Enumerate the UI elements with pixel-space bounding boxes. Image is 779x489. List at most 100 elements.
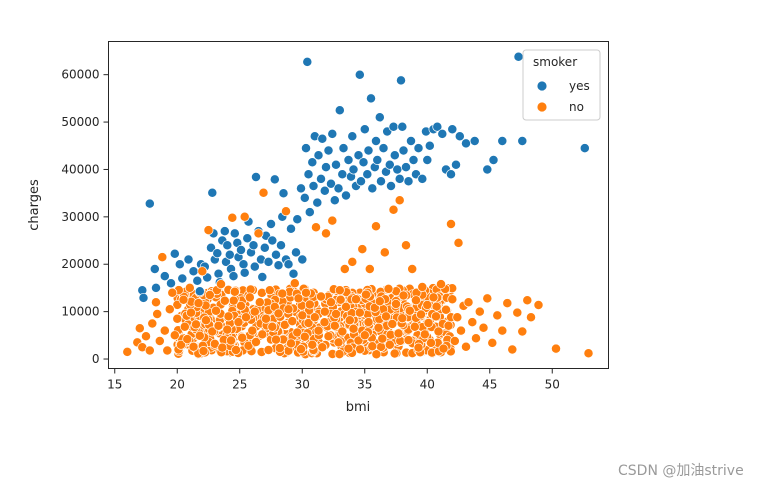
data-point-yes — [219, 226, 230, 237]
data-point-no — [193, 298, 204, 309]
data-point-yes — [337, 169, 348, 180]
data-point-no — [311, 222, 321, 233]
data-point-no — [416, 309, 426, 320]
data-point-no — [417, 282, 428, 292]
data-point-no — [374, 296, 385, 307]
data-point-no — [517, 326, 528, 337]
data-point-yes — [257, 272, 268, 282]
data-point-no — [167, 287, 178, 298]
data-point-no — [474, 306, 485, 317]
data-point-no — [431, 311, 441, 322]
data-point-no — [147, 318, 158, 329]
data-point-yes — [302, 56, 313, 67]
data-point-yes — [283, 259, 294, 270]
data-point-no — [334, 349, 345, 360]
data-point-no — [151, 297, 161, 308]
data-point-yes — [376, 176, 386, 187]
data-point-yes — [403, 176, 414, 187]
data-point-yes — [347, 131, 358, 142]
data-point-yes — [269, 174, 280, 185]
data-point-yes — [343, 155, 354, 165]
data-point-no — [287, 316, 298, 327]
data-point-no — [203, 225, 214, 236]
data-point-no — [394, 195, 405, 206]
data-point-no — [191, 319, 201, 330]
data-point-no — [227, 212, 238, 223]
data-point-yes — [251, 172, 261, 182]
data-point-no — [222, 324, 233, 335]
data-point-yes — [174, 259, 185, 270]
y-tick-label: 40000 — [61, 162, 99, 176]
data-point-yes — [497, 136, 508, 146]
data-point-no — [316, 291, 326, 302]
data-point-yes — [392, 164, 403, 175]
data-point-no — [461, 341, 471, 352]
data-point-no — [426, 337, 436, 348]
data-point-no — [233, 317, 244, 328]
data-point-no — [226, 335, 236, 346]
data-point-no — [384, 339, 395, 350]
data-point-no — [443, 320, 454, 331]
data-point-no — [198, 346, 209, 356]
data-point-yes — [359, 124, 370, 135]
data-point-no — [277, 288, 288, 299]
data-point-yes — [299, 192, 310, 203]
data-point-no — [339, 264, 350, 274]
data-point-no — [388, 204, 399, 215]
data-point-yes — [307, 157, 318, 168]
data-point-no — [292, 327, 303, 338]
data-point-no — [401, 240, 411, 251]
data-point-no — [182, 334, 193, 345]
data-point-yes — [194, 286, 205, 297]
watermark: CSDN @加油strive — [618, 463, 744, 479]
data-point-no — [154, 336, 165, 346]
data-point-no — [391, 299, 401, 309]
data-point-yes — [454, 131, 465, 142]
data-point-yes — [239, 267, 250, 278]
data-point-no — [319, 306, 330, 317]
data-point-no — [379, 247, 390, 258]
data-point-yes — [308, 181, 319, 191]
data-point-yes — [144, 198, 155, 209]
data-point-yes — [212, 248, 223, 259]
x-tick-label: 20 — [170, 378, 185, 392]
data-point-no — [364, 264, 375, 274]
data-point-no — [293, 293, 304, 304]
data-point-yes — [249, 261, 260, 272]
data-point-no — [217, 342, 228, 353]
data-point-no — [347, 256, 358, 267]
data-point-yes — [401, 162, 411, 173]
data-point-no — [359, 330, 370, 341]
data-point-no — [377, 333, 388, 344]
data-point-yes — [447, 124, 458, 135]
points-layer — [122, 51, 594, 360]
data-point-no — [281, 206, 291, 217]
data-point-yes — [301, 143, 311, 154]
data-point-no — [387, 319, 398, 329]
data-point-no — [297, 310, 308, 321]
data-point-no — [241, 312, 251, 323]
data-point-no — [211, 305, 221, 316]
data-point-no — [169, 330, 180, 341]
legend: smoker yes no — [522, 49, 601, 121]
legend-label-yes: yes — [569, 79, 590, 93]
data-point-no — [157, 252, 168, 263]
data-point-yes — [317, 133, 328, 144]
data-point-no — [307, 339, 318, 350]
data-point-no — [207, 326, 218, 337]
data-point-no — [261, 313, 271, 324]
data-point-yes — [482, 164, 493, 175]
legend-marker-no — [536, 101, 548, 113]
legend-label-no: no — [569, 100, 584, 114]
x-tick-label: 45 — [482, 378, 497, 392]
data-point-no — [452, 312, 463, 323]
data-point-yes — [313, 150, 324, 161]
data-point-no — [337, 326, 348, 337]
data-point-no — [422, 300, 433, 310]
data-point-yes — [166, 278, 176, 289]
data-point-no — [303, 318, 314, 328]
data-point-yes — [296, 183, 306, 194]
data-point-yes — [224, 249, 235, 260]
data-point-yes — [213, 268, 224, 279]
data-point-no — [249, 306, 260, 317]
